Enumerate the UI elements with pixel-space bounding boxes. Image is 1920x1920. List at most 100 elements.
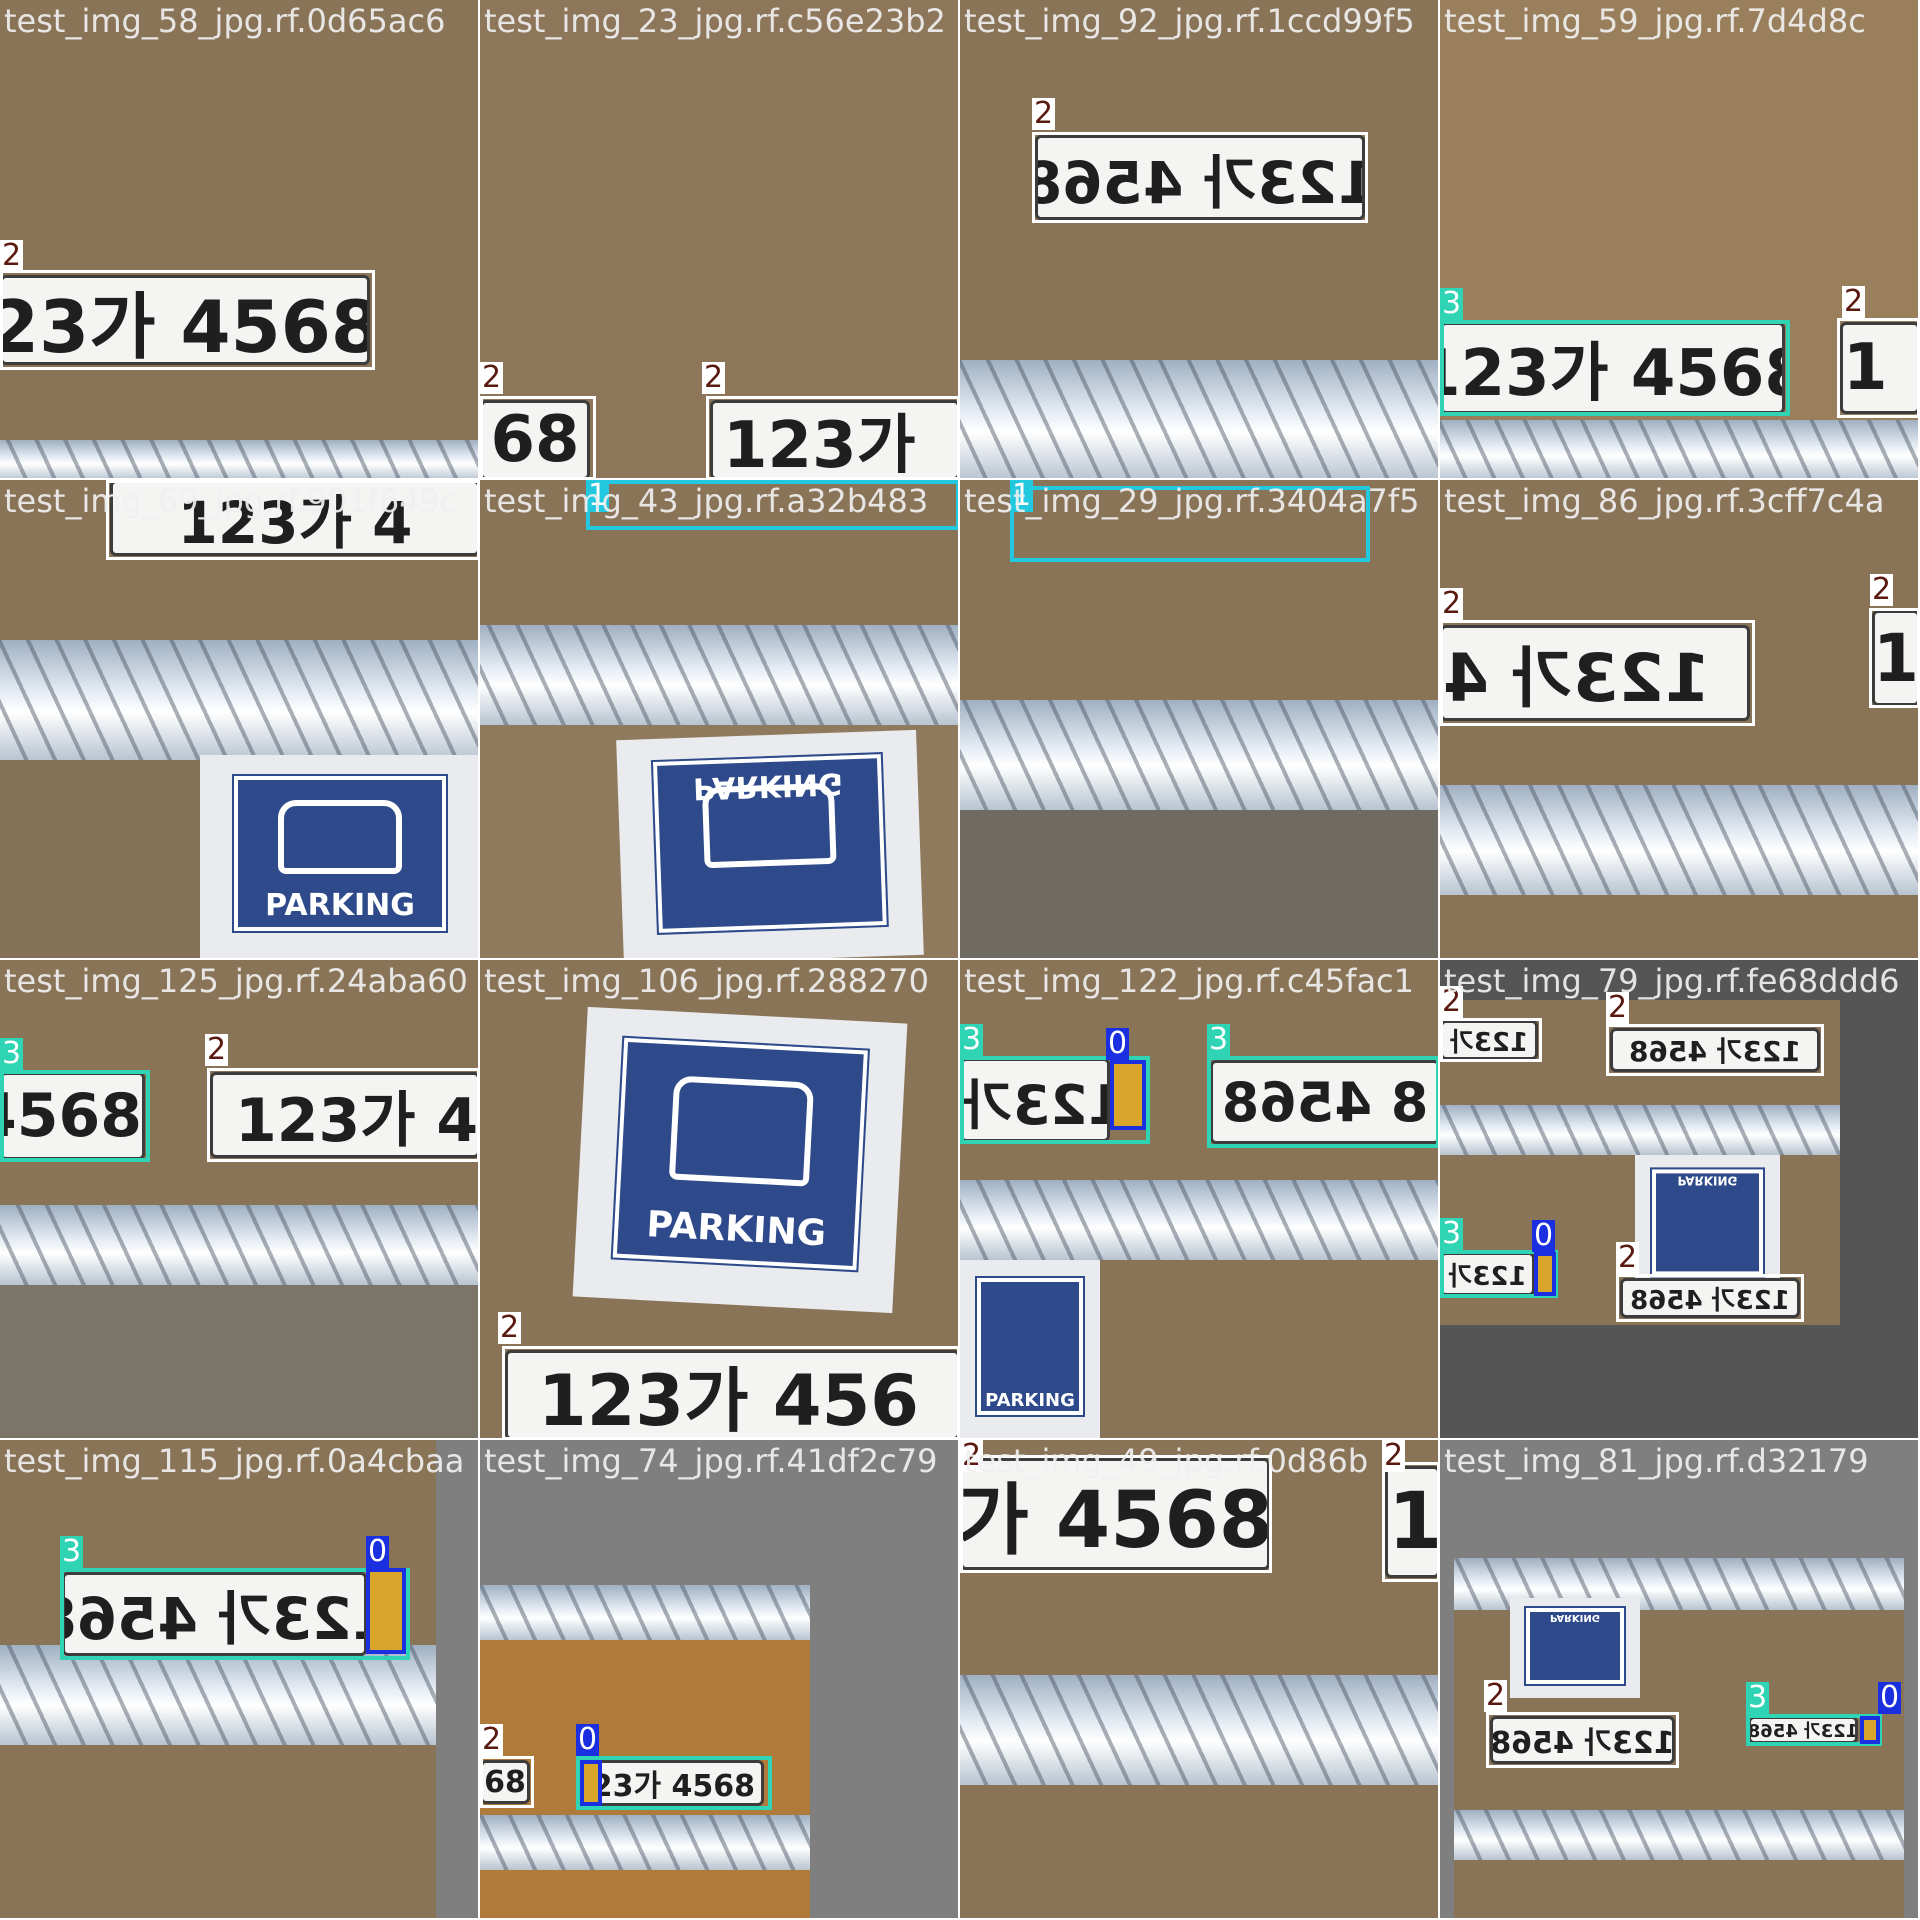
detection-box bbox=[1616, 1274, 1804, 1322]
tile-11: 123가 3 0 8 4568 3 PARKING test_img_122_j… bbox=[960, 960, 1440, 1440]
class-label: 0 bbox=[1878, 1680, 1902, 1715]
tile-caption: test_img_59_jpg.rf.7d4d8c bbox=[1444, 2, 1866, 40]
tile-caption: test_img_74_jpg.rf.41df2c79 bbox=[484, 1442, 938, 1480]
detection-box bbox=[1606, 1024, 1824, 1076]
wheelchair-icon bbox=[1534, 1252, 1556, 1296]
license-plate: 123가 456 bbox=[505, 1350, 958, 1438]
license-plate: 가 4568 bbox=[960, 1458, 1270, 1570]
parking-sign: PARKING bbox=[960, 1260, 1100, 1438]
detection-box bbox=[1837, 318, 1918, 418]
detection-box bbox=[480, 396, 596, 478]
class-label: 2 bbox=[1616, 1240, 1640, 1275]
tile-8: 123가 4 2 1 2 test_img_86_jpg.rf.3cff7c4a bbox=[1440, 480, 1920, 960]
tile-caption: test_img_23_jpg.rf.c56e23b2 bbox=[484, 2, 946, 40]
class-label: 1 bbox=[586, 480, 610, 513]
detection-box bbox=[1010, 486, 1370, 562]
tile-4: 123가 4568 3 1 2 test_img_59_jpg.rf.7d4d8… bbox=[1440, 0, 1920, 480]
tile-caption: test_img_86_jpg.rf.3cff7c4a bbox=[1444, 482, 1885, 520]
tile-caption: test_img_115_jpg.rf.0a4cbaa bbox=[4, 1442, 465, 1480]
tile-16: PARKING 123가 4568 2 123가 4568 3 0 test_i… bbox=[1440, 1440, 1920, 1920]
detection-box bbox=[480, 1756, 534, 1808]
class-label: 0 bbox=[1106, 1026, 1130, 1061]
license-plate: 68 bbox=[480, 1760, 530, 1804]
class-label: 2 bbox=[1382, 1440, 1406, 1473]
parking-sign: PARKING bbox=[1510, 1598, 1640, 1698]
class-label: 2 bbox=[1842, 284, 1866, 319]
class-label: 3 bbox=[60, 1534, 84, 1569]
tile-6: 1 PARKING test_img_43_jpg.rf.a32b483 bbox=[480, 480, 960, 960]
tile-5: 123가 4 PARKING test_img_69_jpg.rf.901f64… bbox=[0, 480, 480, 960]
license-plate: 123가 4568 bbox=[1440, 322, 1785, 414]
parking-sign: PARKING bbox=[200, 755, 478, 958]
tile-10: PARKING 123가 456 2 test_img_106_jpg.rf.2… bbox=[480, 960, 960, 1440]
class-label: 2 bbox=[1440, 984, 1464, 1019]
tile-7: 1 test_img_29_jpg.rf.3404a7f5 bbox=[960, 480, 1440, 960]
wheelchair-icon bbox=[580, 1760, 602, 1806]
class-label: 3 bbox=[0, 1036, 24, 1071]
tile-caption: test_img_92_jpg.rf.1ccd99f5 bbox=[964, 2, 1415, 40]
tile-caption: test_img_125_jpg.rf.24aba60 bbox=[4, 962, 468, 1000]
class-label: 2 bbox=[960, 1440, 984, 1473]
tile-caption: test_img_122_jpg.rf.c45fac1 bbox=[964, 962, 1414, 1000]
detection-box bbox=[576, 1756, 772, 1810]
tile-1: 23가 4568 2 test_img_58_jpg.rf.0d65ac6 bbox=[0, 0, 480, 480]
class-label: 2 bbox=[702, 360, 726, 395]
detection-box bbox=[207, 1068, 478, 1162]
class-label: 3 bbox=[1440, 1216, 1464, 1251]
detection-box bbox=[1032, 132, 1368, 223]
wheelchair-icon bbox=[366, 1568, 406, 1654]
class-label: 2 bbox=[1870, 572, 1894, 607]
class-label: 3 bbox=[1746, 1680, 1770, 1715]
car-icon bbox=[278, 800, 402, 874]
class-label: 0 bbox=[366, 1534, 390, 1569]
wheelchair-icon bbox=[1110, 1060, 1146, 1130]
sign-text: PARKING bbox=[1523, 1606, 1627, 1686]
tile-14: 68 2 123가 4568 0 test_img_74_jpg.rf.41df… bbox=[480, 1440, 960, 1920]
class-label: 3 bbox=[1440, 286, 1464, 321]
license-plate: 23가 4568 bbox=[0, 275, 370, 365]
sign-text: PARKING bbox=[1650, 1166, 1765, 1278]
tile-caption: test_img_106_jpg.rf.288270 bbox=[484, 962, 930, 1000]
detection-box bbox=[1746, 1714, 1882, 1746]
tile-caption: test_img_43_jpg.rf.a32b483 bbox=[484, 482, 929, 520]
detection-box bbox=[502, 1346, 958, 1438]
car-icon bbox=[701, 782, 837, 868]
class-label: 0 bbox=[1532, 1218, 1556, 1253]
class-label: 2 bbox=[498, 1310, 522, 1345]
parking-sign: PARKING bbox=[1635, 1155, 1780, 1295]
detection-box bbox=[1869, 608, 1918, 708]
parking-sign: PARKING bbox=[572, 1006, 908, 1314]
detection-box bbox=[106, 480, 478, 560]
tile-caption: test_img_69_jpg.rf.901f649c bbox=[4, 482, 458, 520]
tile-caption: test_img_58_jpg.rf.0d65ac6 bbox=[4, 2, 446, 40]
tile-caption: test_img_81_jpg.rf.d32179 bbox=[1444, 1442, 1869, 1480]
wheelchair-icon bbox=[1860, 1716, 1880, 1744]
license-plate: 1 bbox=[1840, 322, 1918, 414]
class-label: 2 bbox=[1032, 96, 1056, 131]
class-label: 0 bbox=[576, 1722, 600, 1757]
class-label: 2 bbox=[480, 360, 504, 395]
tile-caption: test_img_29_jpg.rf.3404a7f5 bbox=[964, 482, 1420, 520]
class-label: 2 bbox=[205, 1032, 229, 1067]
class-label: 2 bbox=[1606, 990, 1630, 1025]
detection-box bbox=[960, 1056, 1150, 1144]
detection-box bbox=[0, 1070, 150, 1162]
detection-box bbox=[1382, 1462, 1438, 1582]
license-plate: 123가 4 bbox=[110, 480, 478, 556]
tile-15: 가 4568 2 1 2 test_img_49_jpg.rf.0d86b bbox=[960, 1440, 1440, 1920]
class-label: 2 bbox=[1440, 586, 1464, 621]
detection-box bbox=[1440, 1018, 1542, 1062]
detection-box bbox=[1207, 1056, 1438, 1148]
sign-text: PARKING bbox=[974, 1276, 1086, 1417]
car-icon bbox=[668, 1075, 815, 1187]
class-label: 1 bbox=[1010, 480, 1034, 513]
license-plate: 123가 4568 bbox=[576, 1760, 764, 1806]
detection-box bbox=[706, 396, 958, 478]
detection-box bbox=[1440, 620, 1755, 726]
detection-box bbox=[1486, 1712, 1679, 1768]
parking-sign: PARKING bbox=[616, 729, 924, 958]
tile-3: 123가 4568 2 test_img_92_jpg.rf.1ccd99f5 bbox=[960, 0, 1440, 480]
detection-box bbox=[0, 270, 375, 370]
class-label: 2 bbox=[0, 238, 24, 273]
